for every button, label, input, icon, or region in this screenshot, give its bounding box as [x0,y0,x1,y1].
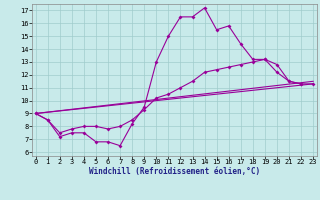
X-axis label: Windchill (Refroidissement éolien,°C): Windchill (Refroidissement éolien,°C) [89,167,260,176]
